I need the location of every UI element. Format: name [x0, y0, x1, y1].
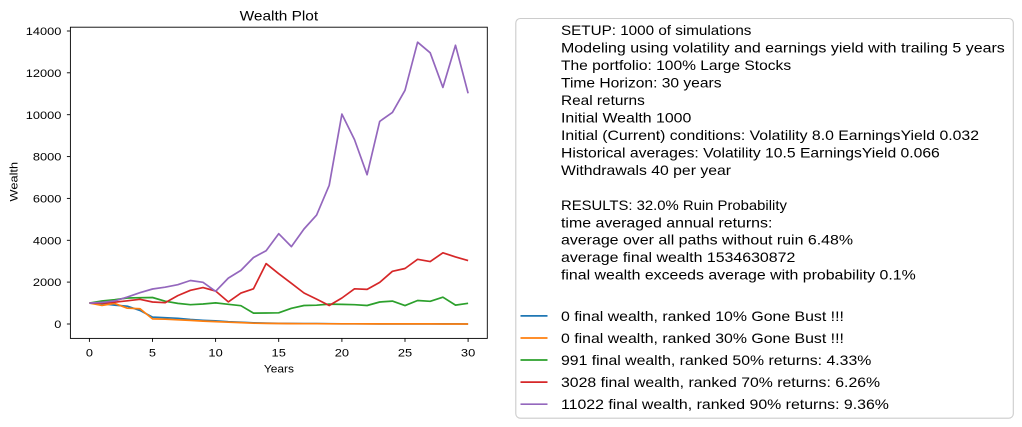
svg-text:25: 25 [398, 347, 412, 359]
svg-text:12000: 12000 [26, 68, 62, 80]
svg-text:Real returns: Real returns [561, 92, 645, 108]
svg-text:15: 15 [272, 347, 286, 359]
svg-text:4000: 4000 [33, 235, 62, 247]
svg-text:RESULTS: 32.0% Ruin Probabilit: RESULTS: 32.0% Ruin Probability [561, 197, 787, 213]
svg-text:14000: 14000 [26, 26, 62, 38]
svg-text:0 final wealth, ranked 30% Gon: 0 final wealth, ranked 30% Gone Bust !!! [561, 330, 844, 346]
svg-text:6000: 6000 [33, 194, 62, 206]
svg-text:10000: 10000 [26, 110, 62, 122]
svg-text:Modeling using volatility and: Modeling using volatility and earnings y… [561, 40, 1005, 56]
svg-text:0: 0 [54, 319, 61, 331]
svg-text:Years: Years [264, 363, 294, 375]
svg-text:11022 final wealth, ranked 90%: 11022 final wealth, ranked 90% returns: … [561, 396, 889, 412]
svg-text:The portfolio: 100% Large Stoc: The portfolio: 100% Large Stocks [561, 57, 791, 73]
svg-text:average over all paths without: average over all paths without ruin 6.48… [561, 232, 853, 248]
svg-text:5: 5 [149, 347, 156, 359]
svg-text:average final wealth 153463087: average final wealth 1534630872 [561, 249, 796, 265]
svg-text:time averaged annual returns:: time averaged annual returns: [561, 214, 772, 230]
svg-text:2000: 2000 [33, 277, 62, 289]
svg-text:final wealth exceeds average w: final wealth exceeds average with probab… [561, 267, 916, 283]
svg-text:Withdrawals 40 per year: Withdrawals 40 per year [561, 162, 731, 178]
svg-text:Historical averages: Volatilit: Historical averages: Volatility 10.5 Ear… [561, 144, 940, 160]
svg-text:30: 30 [461, 347, 475, 359]
svg-text:0 final wealth, ranked 10% Gon: 0 final wealth, ranked 10% Gone Bust !!! [561, 308, 844, 324]
svg-text:8000: 8000 [33, 152, 62, 164]
svg-text:Wealth: Wealth [9, 162, 21, 202]
svg-text:3028 final wealth, ranked 70%: 3028 final wealth, ranked 70% returns: 6… [561, 374, 880, 390]
svg-text:20: 20 [335, 347, 349, 359]
svg-text:991 final wealth, ranked 50% r: 991 final wealth, ranked 50% returns: 4.… [561, 352, 871, 368]
svg-text:Time Horizon: 30 years: Time Horizon: 30 years [561, 75, 722, 91]
svg-text:Wealth Plot: Wealth Plot [240, 7, 319, 23]
svg-text:10: 10 [208, 347, 222, 359]
svg-text:0: 0 [86, 347, 93, 359]
svg-text:Initial Wealth 1000: Initial Wealth 1000 [561, 110, 692, 126]
svg-text:Initial (Current) conditions:: Initial (Current) conditions: Volatility… [561, 127, 979, 143]
svg-text:SETUP: 1000 of simulations: SETUP: 1000 of simulations [561, 22, 751, 38]
